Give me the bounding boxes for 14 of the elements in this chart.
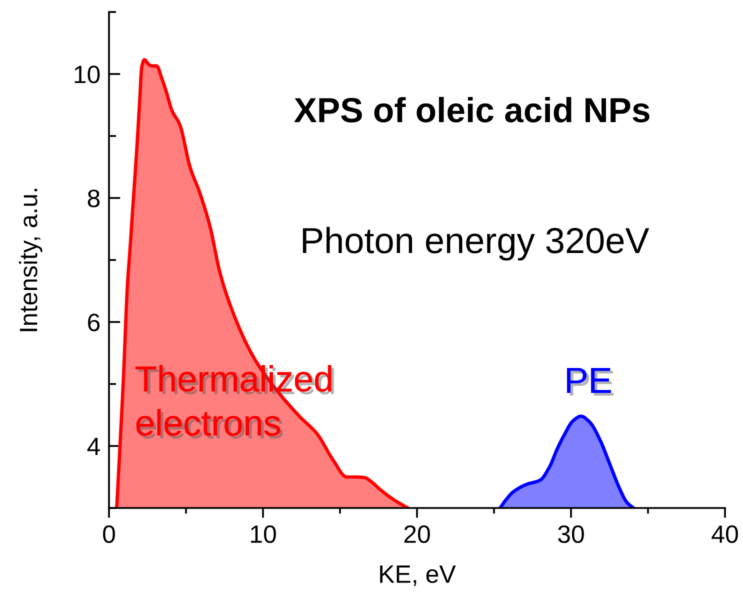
- y-axis-title: Intensity, a.u.: [19, 188, 42, 332]
- x-axis-title: KE, eV: [380, 566, 456, 586]
- y-tick-label: 6: [88, 314, 100, 332]
- y-tick-label: 8: [88, 190, 100, 208]
- y-tick-label: 4: [87, 438, 100, 456]
- x-tick-label: 20: [404, 525, 430, 544]
- x-tick-label: 40: [712, 525, 738, 544]
- x-tick-label: 0: [103, 525, 115, 544]
- text: Photon energy 320eV: [302, 226, 650, 261]
- x-tick-label: 10: [251, 525, 276, 544]
- series-label: PE: [567, 368, 614, 396]
- x-tick-label: 30: [558, 525, 584, 544]
- y-tick-label: 10: [74, 66, 100, 84]
- text: XPS of oleic acid NPs: [294, 96, 650, 122]
